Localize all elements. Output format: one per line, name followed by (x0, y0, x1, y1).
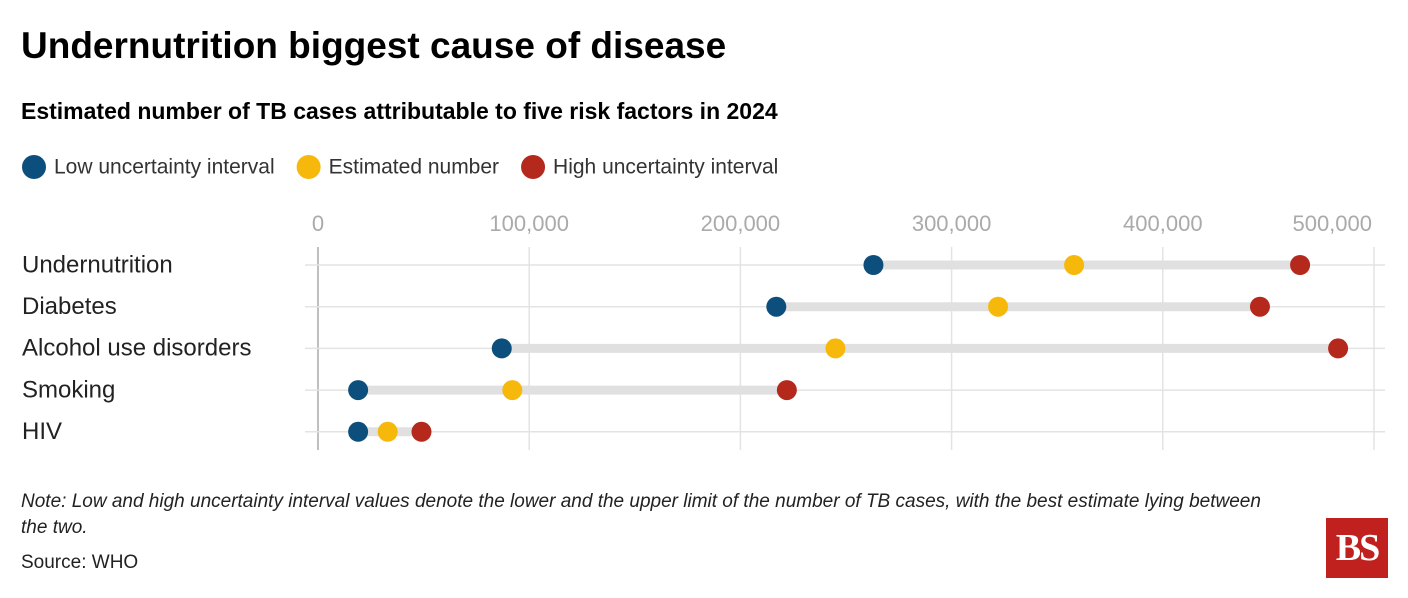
dot (1290, 255, 1311, 275)
category-label: Smoking (22, 376, 115, 403)
x-tick-label: 0 (312, 211, 324, 236)
chart-title: Undernutrition biggest cause of disease (21, 25, 726, 66)
x-tick-label: 300,000 (912, 211, 992, 236)
x-tick-label: 100,000 (489, 211, 569, 236)
legend-label: Low uncertainty interval (54, 156, 275, 179)
legend-label: High uncertainty interval (553, 156, 778, 179)
dot (1064, 255, 1085, 275)
source: Source: WHO (21, 552, 139, 573)
legend-marker (296, 155, 321, 179)
note: Note: Low and high uncertainty interval … (21, 491, 1261, 538)
legend-marker (521, 155, 546, 179)
dot (776, 380, 797, 401)
legend-label: Estimated number (329, 156, 499, 179)
dot (411, 421, 432, 442)
chart-subtitle: Estimated number of TB cases attributabl… (21, 98, 778, 124)
dot (348, 380, 369, 401)
dot (502, 380, 523, 401)
x-tick-label: 400,000 (1123, 211, 1203, 236)
logo: BS (1326, 518, 1388, 578)
dot (491, 338, 512, 359)
dot (825, 338, 846, 359)
x-tick-label: 200,000 (701, 211, 781, 236)
category-label: HIV (22, 418, 62, 445)
dot (377, 421, 398, 442)
category-label: Alcohol use disorders (22, 335, 251, 362)
dot (1328, 338, 1349, 359)
dot (988, 296, 1009, 317)
dot (1249, 296, 1270, 317)
dot (348, 421, 369, 442)
dot (863, 255, 884, 275)
category-label: Undernutrition (22, 251, 173, 278)
legend-marker (22, 155, 46, 179)
x-tick-label: 500,000 (1292, 211, 1372, 236)
category-label: Diabetes (22, 293, 117, 320)
dot (766, 296, 787, 317)
